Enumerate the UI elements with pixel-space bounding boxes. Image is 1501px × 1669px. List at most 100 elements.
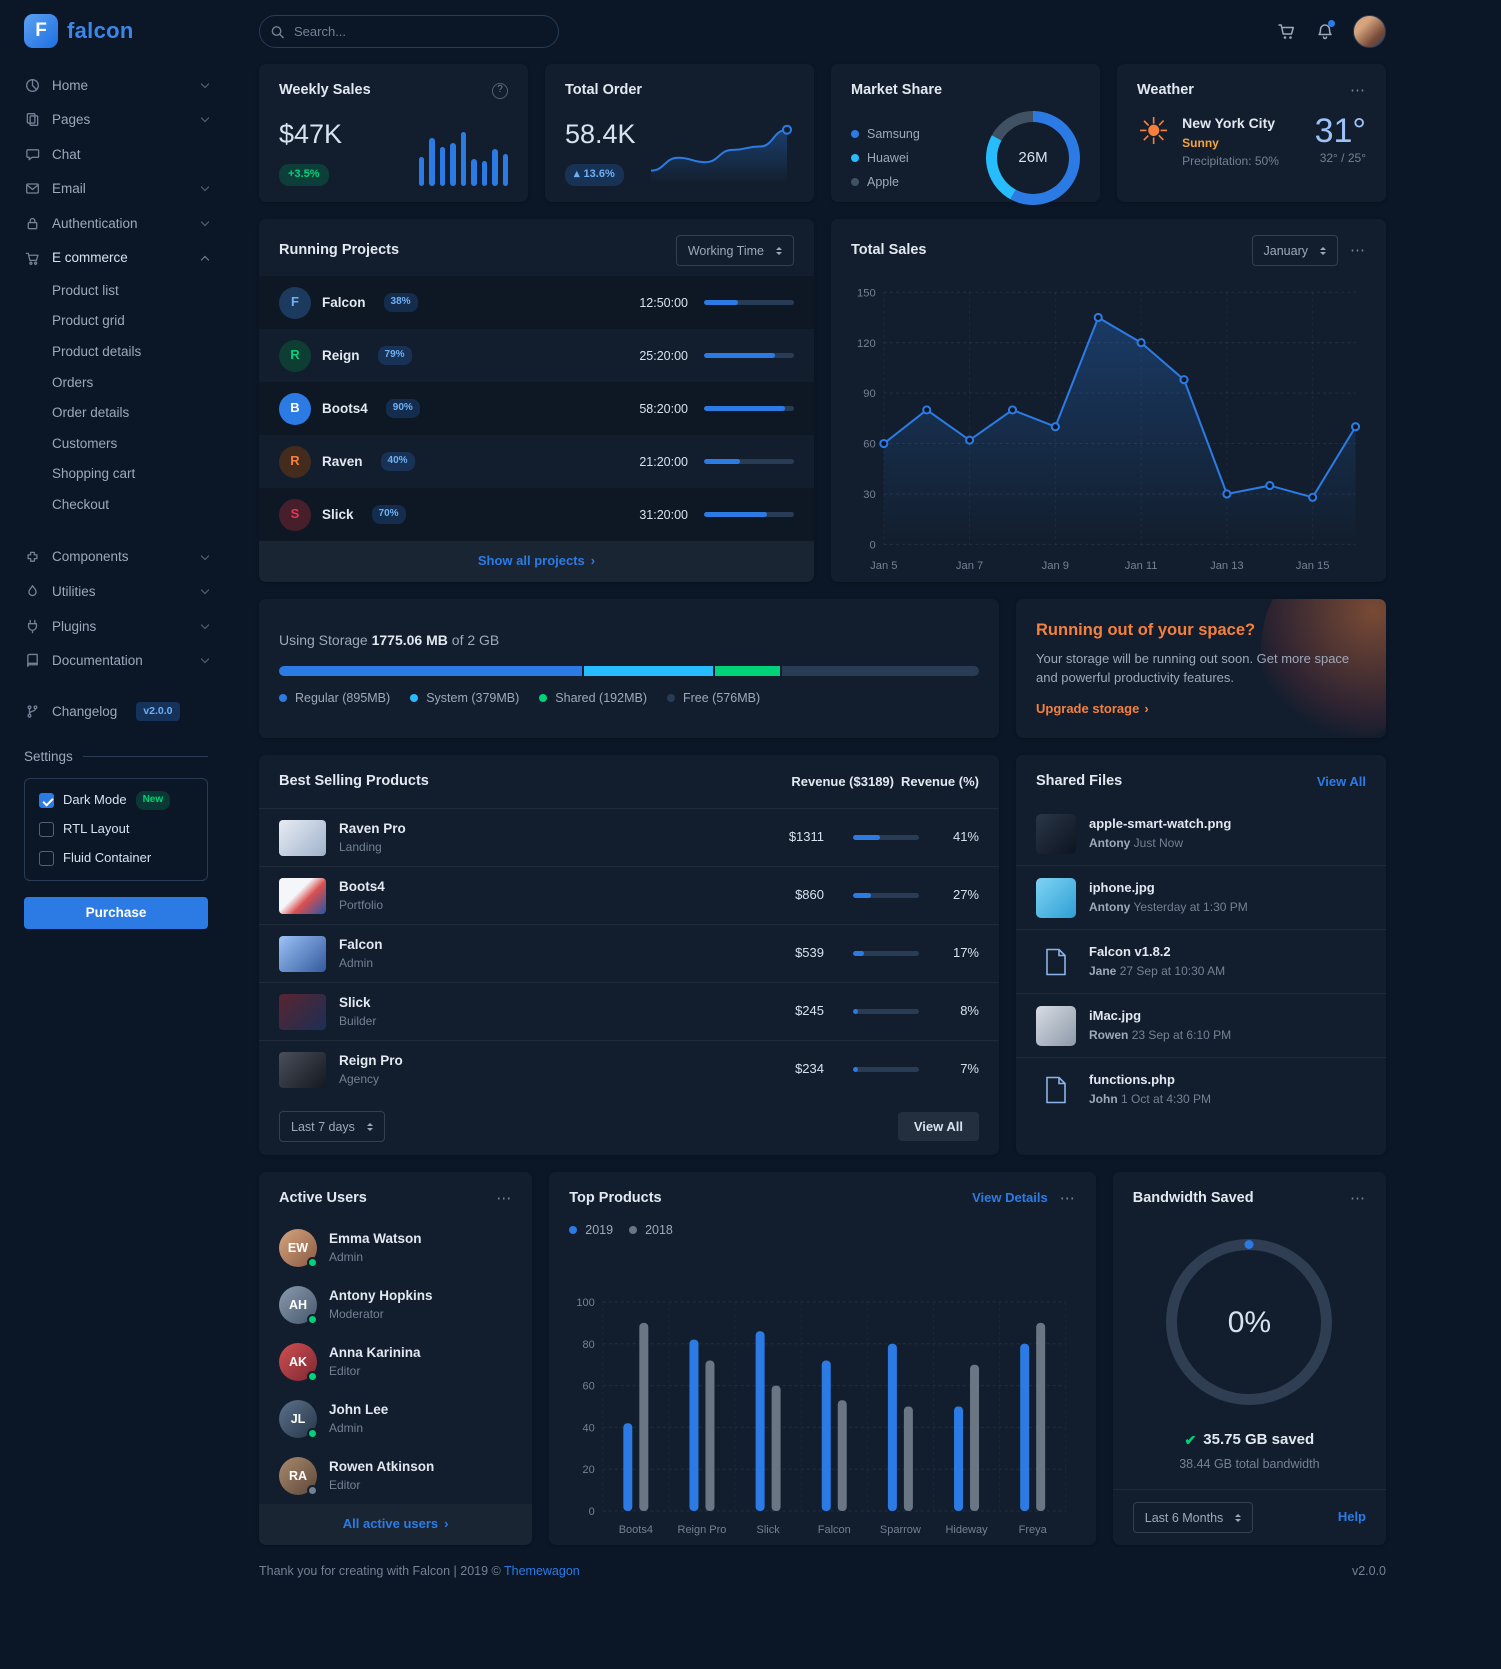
- product-name[interactable]: Boots4: [339, 879, 385, 895]
- user-name[interactable]: Antony Hopkins: [329, 1288, 433, 1304]
- brand-logo[interactable]: F falcon: [24, 14, 208, 48]
- working-time-select[interactable]: Working Time: [675, 235, 794, 267]
- legend-dot: [851, 178, 859, 187]
- avatar[interactable]: EW: [279, 1228, 318, 1268]
- rtl-layout-option[interactable]: RTL Layout: [39, 820, 193, 839]
- lock-icon: [24, 216, 41, 231]
- sidebar-item-orders[interactable]: Orders: [52, 374, 94, 390]
- project-name[interactable]: Boots4: [322, 400, 368, 416]
- project-name[interactable]: Reign: [322, 347, 360, 363]
- project-name[interactable]: Slick: [322, 506, 354, 522]
- sidebar-item-components[interactable]: Components: [24, 540, 210, 575]
- purchase-button[interactable]: Purchase: [24, 896, 208, 929]
- stat-cards-row: Weekly Sales ? $47K +3.5% Total Order 58…: [259, 64, 1386, 206]
- dark-mode-option[interactable]: Dark Mode New: [39, 791, 193, 810]
- dark-mode-checkbox[interactable]: [39, 793, 54, 809]
- file-name[interactable]: iphone.jpg: [1089, 880, 1155, 896]
- sidebar-item-email[interactable]: Email: [24, 172, 210, 207]
- new-badge: New: [135, 791, 171, 810]
- file-name[interactable]: functions.php: [1089, 1072, 1175, 1088]
- upgrade-space-card: Running out of your space? Your storage …: [1016, 598, 1386, 739]
- document-file-icon[interactable]: [1036, 942, 1076, 982]
- sidebar-item-product-list[interactable]: Product list: [52, 282, 119, 298]
- sidebar-item-plugins[interactable]: Plugins: [24, 609, 210, 644]
- dark-mode-label: Dark Mode: [63, 792, 127, 808]
- card-menu-icon[interactable]: ⋯: [1350, 1190, 1366, 1208]
- product-thumbnail[interactable]: [279, 1051, 326, 1088]
- project-name[interactable]: Falcon: [322, 294, 366, 310]
- show-all-projects-link[interactable]: Show all projects ›: [259, 541, 814, 582]
- card-menu-icon[interactable]: ⋯: [1350, 82, 1366, 99]
- date-range-select[interactable]: Last 7 days: [279, 1111, 385, 1143]
- period-select[interactable]: Last 6 Months: [1132, 1502, 1254, 1534]
- file-name[interactable]: Falcon v1.8.2: [1089, 944, 1171, 960]
- sidebar-item-changelog[interactable]: Changelog v2.0.0: [24, 694, 208, 729]
- user-role: Admin: [329, 1420, 364, 1435]
- weather-temp: 31°: [1314, 112, 1366, 151]
- bell-icon[interactable]: [1315, 19, 1335, 42]
- file-thumbnail[interactable]: [1036, 877, 1076, 918]
- active-users-card: Active Users ⋯ EW Emma Watson Admin AH An…: [259, 1172, 533, 1546]
- user-avatar[interactable]: [1353, 15, 1386, 48]
- user-name[interactable]: Anna Karinina: [329, 1345, 421, 1361]
- sidebar-item-authentication[interactable]: Authentication: [24, 206, 210, 241]
- product-name[interactable]: Raven Pro: [339, 821, 406, 837]
- upgrade-storage-link[interactable]: Upgrade storage ›: [1036, 700, 1366, 719]
- user-name[interactable]: Rowen Atkinson: [329, 1459, 435, 1475]
- sidebar-item-documentation[interactable]: Documentation: [24, 644, 210, 679]
- help-icon[interactable]: ?: [492, 82, 508, 99]
- product-name[interactable]: Slick: [339, 995, 371, 1011]
- product-name[interactable]: Falcon: [339, 937, 383, 953]
- card-menu-icon[interactable]: ⋯: [496, 1190, 513, 1208]
- sidebar-item-ecommerce[interactable]: E commerce: [24, 241, 210, 276]
- fluid-container-option[interactable]: Fluid Container: [39, 849, 193, 868]
- sidebar-item-utilities[interactable]: Utilities: [24, 574, 210, 609]
- file-name[interactable]: iMac.jpg: [1089, 1008, 1142, 1024]
- search-input[interactable]: [259, 15, 559, 48]
- avatar[interactable]: RA: [279, 1456, 318, 1496]
- sidebar-item-checkout[interactable]: Checkout: [52, 496, 110, 512]
- top-products-bar-chart: 0 20 40 60 80 100 Boots4 Reign Pro Slick Falcon Sp…: [577, 1297, 1067, 1536]
- cart-icon[interactable]: [1277, 22, 1297, 42]
- file-thumbnail[interactable]: [1036, 813, 1076, 854]
- card-menu-icon[interactable]: ⋯: [1059, 1190, 1076, 1208]
- product-thumbnail[interactable]: [279, 819, 326, 856]
- file-name[interactable]: apple-smart-watch.png: [1089, 816, 1232, 832]
- all-active-users-link[interactable]: All active users ›: [259, 1504, 532, 1545]
- sidebar-item-product-grid[interactable]: Product grid: [52, 313, 125, 329]
- sidebar-item-chat[interactable]: Chat: [24, 137, 208, 172]
- themewagon-link[interactable]: Themewagon: [504, 1564, 580, 1579]
- sidebar-item-order-details[interactable]: Order details: [52, 405, 130, 421]
- view-all-link[interactable]: View All: [1316, 773, 1366, 789]
- view-all-button[interactable]: View All: [897, 1112, 979, 1142]
- sidebar-item-shopping-cart[interactable]: Shopping cart: [52, 466, 136, 482]
- fluid-container-checkbox[interactable]: [39, 850, 54, 866]
- avatar[interactable]: JL: [279, 1399, 318, 1439]
- card-menu-icon[interactable]: ⋯: [1350, 242, 1366, 260]
- envelope-icon: [24, 181, 41, 196]
- sidebar-item-pages[interactable]: Pages: [24, 103, 210, 138]
- user-name[interactable]: Emma Watson: [329, 1231, 422, 1247]
- project-name[interactable]: Raven: [322, 453, 363, 469]
- month-select[interactable]: January: [1251, 235, 1338, 267]
- product-thumbnail[interactable]: [279, 877, 326, 914]
- user-name[interactable]: John Lee: [329, 1402, 389, 1418]
- file-thumbnail[interactable]: [1036, 1005, 1076, 1046]
- document-file-icon[interactable]: [1036, 1070, 1076, 1110]
- project-time: 58:20:00: [639, 401, 688, 416]
- view-details-link[interactable]: View Details: [972, 1190, 1048, 1206]
- product-percent: 8%: [960, 1003, 979, 1019]
- sidebar-item-product-details[interactable]: Product details: [52, 344, 142, 359]
- product-name[interactable]: Reign Pro: [339, 1053, 403, 1069]
- revenue-bar: [853, 893, 919, 899]
- space-body: Your storage will be running out soon. G…: [1036, 650, 1350, 685]
- sidebar-item-customers[interactable]: Customers: [52, 435, 118, 451]
- sidebar-item-home[interactable]: Home: [24, 68, 210, 103]
- avatar[interactable]: AK: [279, 1342, 318, 1382]
- rtl-layout-checkbox[interactable]: [39, 822, 54, 838]
- product-thumbnail[interactable]: [279, 993, 326, 1030]
- product-thumbnail[interactable]: [279, 935, 326, 972]
- svg-text:Slick: Slick: [757, 1524, 781, 1536]
- help-link[interactable]: Help: [1337, 1509, 1366, 1525]
- avatar[interactable]: AH: [279, 1285, 318, 1325]
